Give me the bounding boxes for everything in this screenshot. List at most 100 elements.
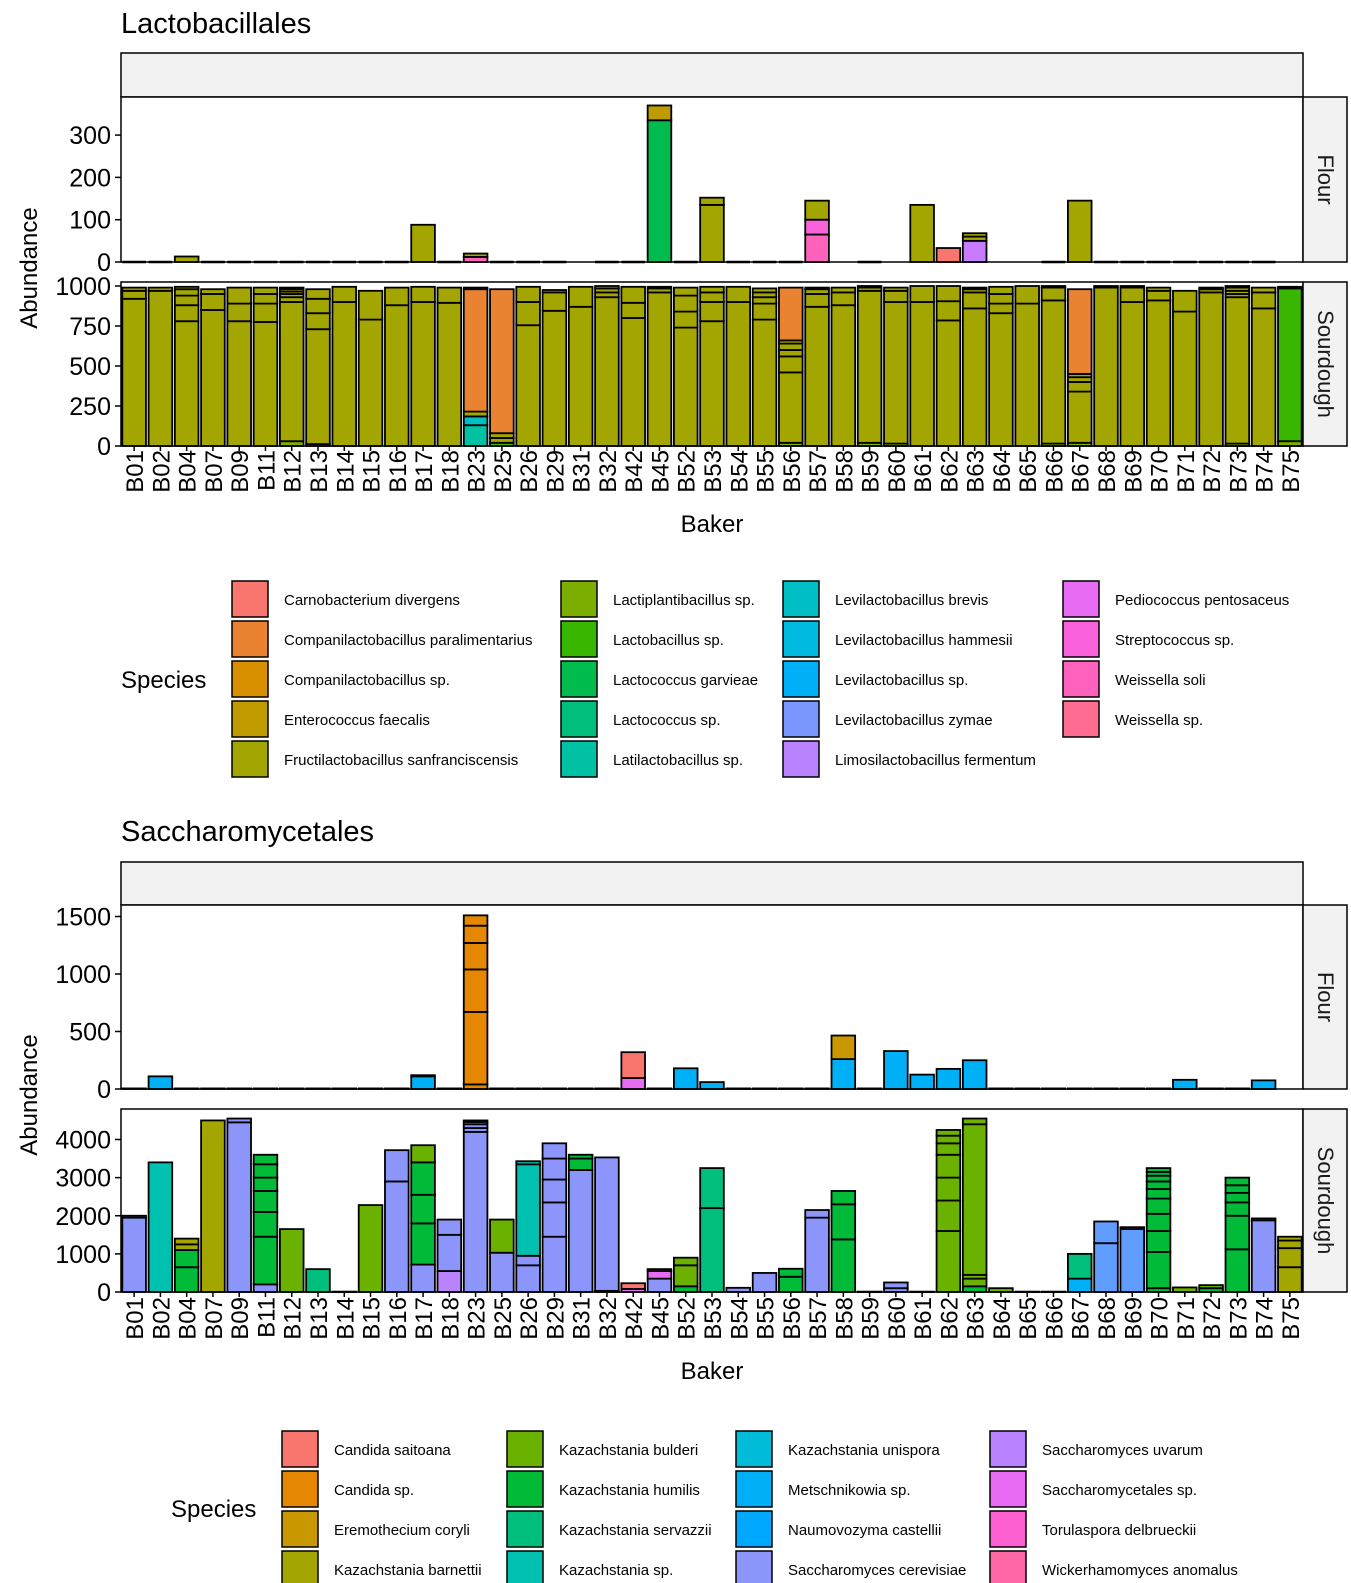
y-tick-label: 0 — [97, 433, 111, 461]
x-tick-label: B56 — [779, 450, 806, 493]
bar-segment-B54-0 — [725, 1286, 751, 1293]
bar-segment-B01-0 — [121, 1087, 147, 1090]
x-tick-label: B18 — [437, 1297, 464, 1340]
legend-label: Saccharomycetales sp. — [1042, 1482, 1197, 1499]
bar-segment-B11-4 — [252, 1176, 279, 1192]
bar-segment-B04-0 — [173, 1266, 200, 1293]
bar-segment-B57-0 — [804, 233, 830, 263]
x-tick-label: B74 — [1252, 1297, 1279, 1340]
bar-segment-B70-1 — [1145, 1251, 1172, 1290]
legend-label: Candida sp. — [334, 1482, 414, 1499]
bar-segment-B62-2 — [935, 285, 962, 303]
bar-segment-B60-0 — [883, 1050, 909, 1090]
bar-segment-B57-3 — [804, 286, 830, 291]
bar-segment-B26-2 — [515, 1163, 541, 1257]
bar-segment-B64-2 — [988, 293, 1014, 305]
bar-segment-B68-1 — [1093, 285, 1119, 289]
legend-label: Enterococcus faecalis — [284, 712, 430, 729]
bar-segment-B62-3 — [935, 1153, 962, 1179]
bar-segment-B23-0 — [462, 424, 489, 447]
legend-key — [560, 700, 598, 738]
bar-segment-B69-0 — [1119, 301, 1145, 447]
bar-segment-B12-1 — [279, 301, 305, 443]
bar-segment-B04-0 — [173, 1087, 200, 1090]
bar-segment-B69-1 — [1119, 1226, 1145, 1230]
x-tick-label: B70 — [1147, 1297, 1174, 1340]
bar-segment-B11-2 — [252, 293, 279, 305]
x-tick-label: B17 — [411, 1297, 438, 1340]
y-axis-label: Abundance — [16, 1034, 43, 1155]
bar-segment-B68-1 — [1093, 1220, 1119, 1245]
bar-segment-B04-0 — [173, 320, 200, 447]
bar-segment-B70-5 — [1145, 1188, 1172, 1200]
bar-segment-B73-1 — [1224, 296, 1251, 445]
bar-segment-B69-1 — [1119, 286, 1145, 303]
bar-segment-B42-1 — [620, 1051, 646, 1079]
y-tick-label: 100 — [69, 207, 111, 235]
bar-segment-B18-0 — [436, 1087, 463, 1090]
x-tick-label: B09 — [227, 450, 254, 493]
bar-segment-B74-1 — [1250, 291, 1277, 310]
bar-segment-B64-0 — [988, 1287, 1014, 1293]
bar-segment-B73-5 — [1224, 285, 1251, 289]
bar-segment-B58-1 — [830, 291, 857, 307]
bar-segment-B02-1 — [147, 286, 174, 292]
legend-key — [782, 660, 820, 698]
legend-key — [989, 1510, 1027, 1548]
bar-segment-B01-1 — [121, 1214, 147, 1219]
bar-segment-B17-0 — [410, 1263, 436, 1293]
bar-segment-B01-0 — [121, 297, 147, 447]
x-tick-label: B42 — [621, 450, 648, 493]
y-tick-label: 2000 — [55, 1203, 111, 1231]
x-tick-label: B25 — [490, 450, 517, 493]
x-tick-label: B16 — [385, 450, 412, 493]
bar-segment-B29-2 — [541, 1178, 568, 1204]
bar-segment-B56-0 — [778, 1087, 804, 1090]
legend-key — [506, 1470, 544, 1508]
bar-segment-B23-4 — [462, 1119, 489, 1123]
bar-segment-B53-0 — [699, 1207, 725, 1293]
legend-key — [782, 580, 820, 618]
bar-segment-B42-2 — [620, 285, 646, 304]
x-tick-label: B25 — [490, 1297, 517, 1340]
bar-segment-B52-2 — [673, 1256, 699, 1267]
x-tick-label: B75 — [1278, 1297, 1305, 1340]
bar-segment-B52-3 — [673, 286, 699, 297]
bar-segment-B31-0 — [567, 1087, 594, 1090]
y-tick-label: 500 — [69, 353, 111, 381]
bar-segment-B17-2 — [410, 1193, 436, 1225]
x-tick-label: B64 — [989, 1297, 1016, 1340]
bar-segment-B26-0 — [515, 1087, 541, 1090]
bar-segment-B53-1 — [699, 301, 725, 323]
bar-segment-B58-0 — [830, 1058, 857, 1090]
bar-segment-B52-0 — [673, 1067, 699, 1090]
legend-label: Carnobacterium divergens — [284, 592, 460, 609]
legend-key — [281, 1510, 319, 1548]
legend-label: Weissella soli — [1115, 672, 1206, 689]
legend-label: Lactiplantibacillus sp. — [613, 592, 755, 609]
bar-segment-B63-0 — [961, 239, 988, 263]
bar-segment-B01-0 — [121, 1216, 147, 1293]
bar-segment-B01-2 — [121, 286, 147, 292]
legend-label: Pediococcus pentosaceus — [1115, 592, 1289, 609]
y-tick-label: 300 — [69, 122, 111, 150]
legend-key — [1062, 660, 1100, 698]
y-tick-label: 1000 — [55, 1241, 111, 1269]
bar-segment-B74-1 — [1250, 1217, 1277, 1222]
y-tick-label: 1000 — [55, 961, 111, 989]
legend-key — [506, 1510, 544, 1548]
legend-label: Kazachstania humilis — [559, 1482, 700, 1499]
bar-segment-B17-3 — [410, 1161, 436, 1196]
bar-segment-B53-3 — [699, 285, 725, 294]
x-tick-label: B58 — [831, 1297, 858, 1340]
legend: Candida saitoana Candida sp. Eremothecium … — [281, 1430, 1238, 1583]
bar-segment-B23-3 — [462, 288, 489, 413]
bar-segment-B17-1 — [410, 1222, 436, 1266]
y-tick-label: 4000 — [55, 1127, 111, 1155]
bar-segment-B70-9 — [1145, 1167, 1172, 1173]
bar-segment-B15-0 — [357, 1087, 384, 1090]
plot-panel — [120, 904, 1304, 1090]
bar-segment-B04-0 — [173, 255, 200, 263]
legend-key — [782, 700, 820, 738]
bar-segment-B62-0 — [935, 247, 962, 263]
